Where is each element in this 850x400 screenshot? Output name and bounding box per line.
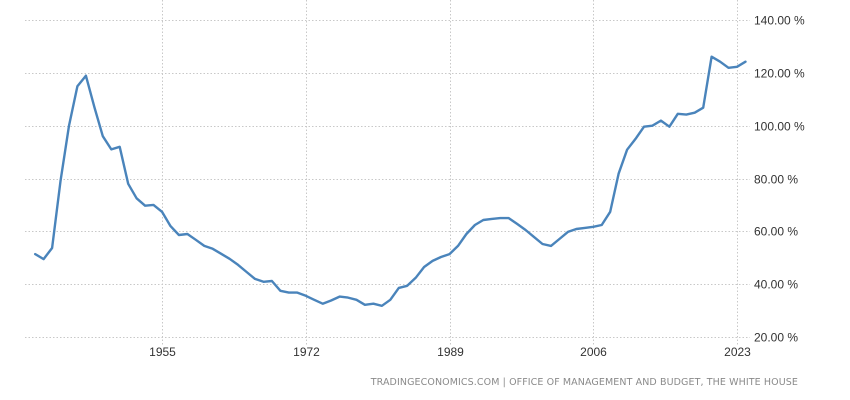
y-tick-label: 140.00 % [754,14,805,28]
x-tick-label: 2023 [724,345,751,359]
source-attribution: TRADINGECONOMICS.COM | OFFICE OF MANAGEM… [370,377,798,388]
x-axis: 1955 1972 1989 2006 2023 [149,345,751,359]
data-line [34,55,747,307]
y-tick-label: 60.00 % [754,225,798,239]
x-tick-label: 1972 [293,345,320,359]
gridlines [25,0,750,345]
y-tick-label: 20.00 % [754,331,798,345]
y-axis: 20.00 % 40.00 % 60.00 % 80.00 % 100.00 % 120.… [754,14,805,345]
x-tick-label: 1989 [437,345,464,359]
y-tick-label: 40.00 % [754,278,798,292]
x-tick-label: 1955 [149,345,176,359]
y-tick-label: 120.00 % [754,67,805,81]
y-tick-label: 100.00 % [754,120,805,134]
y-tick-label: 80.00 % [754,173,798,187]
x-tick-label: 2006 [580,345,607,359]
